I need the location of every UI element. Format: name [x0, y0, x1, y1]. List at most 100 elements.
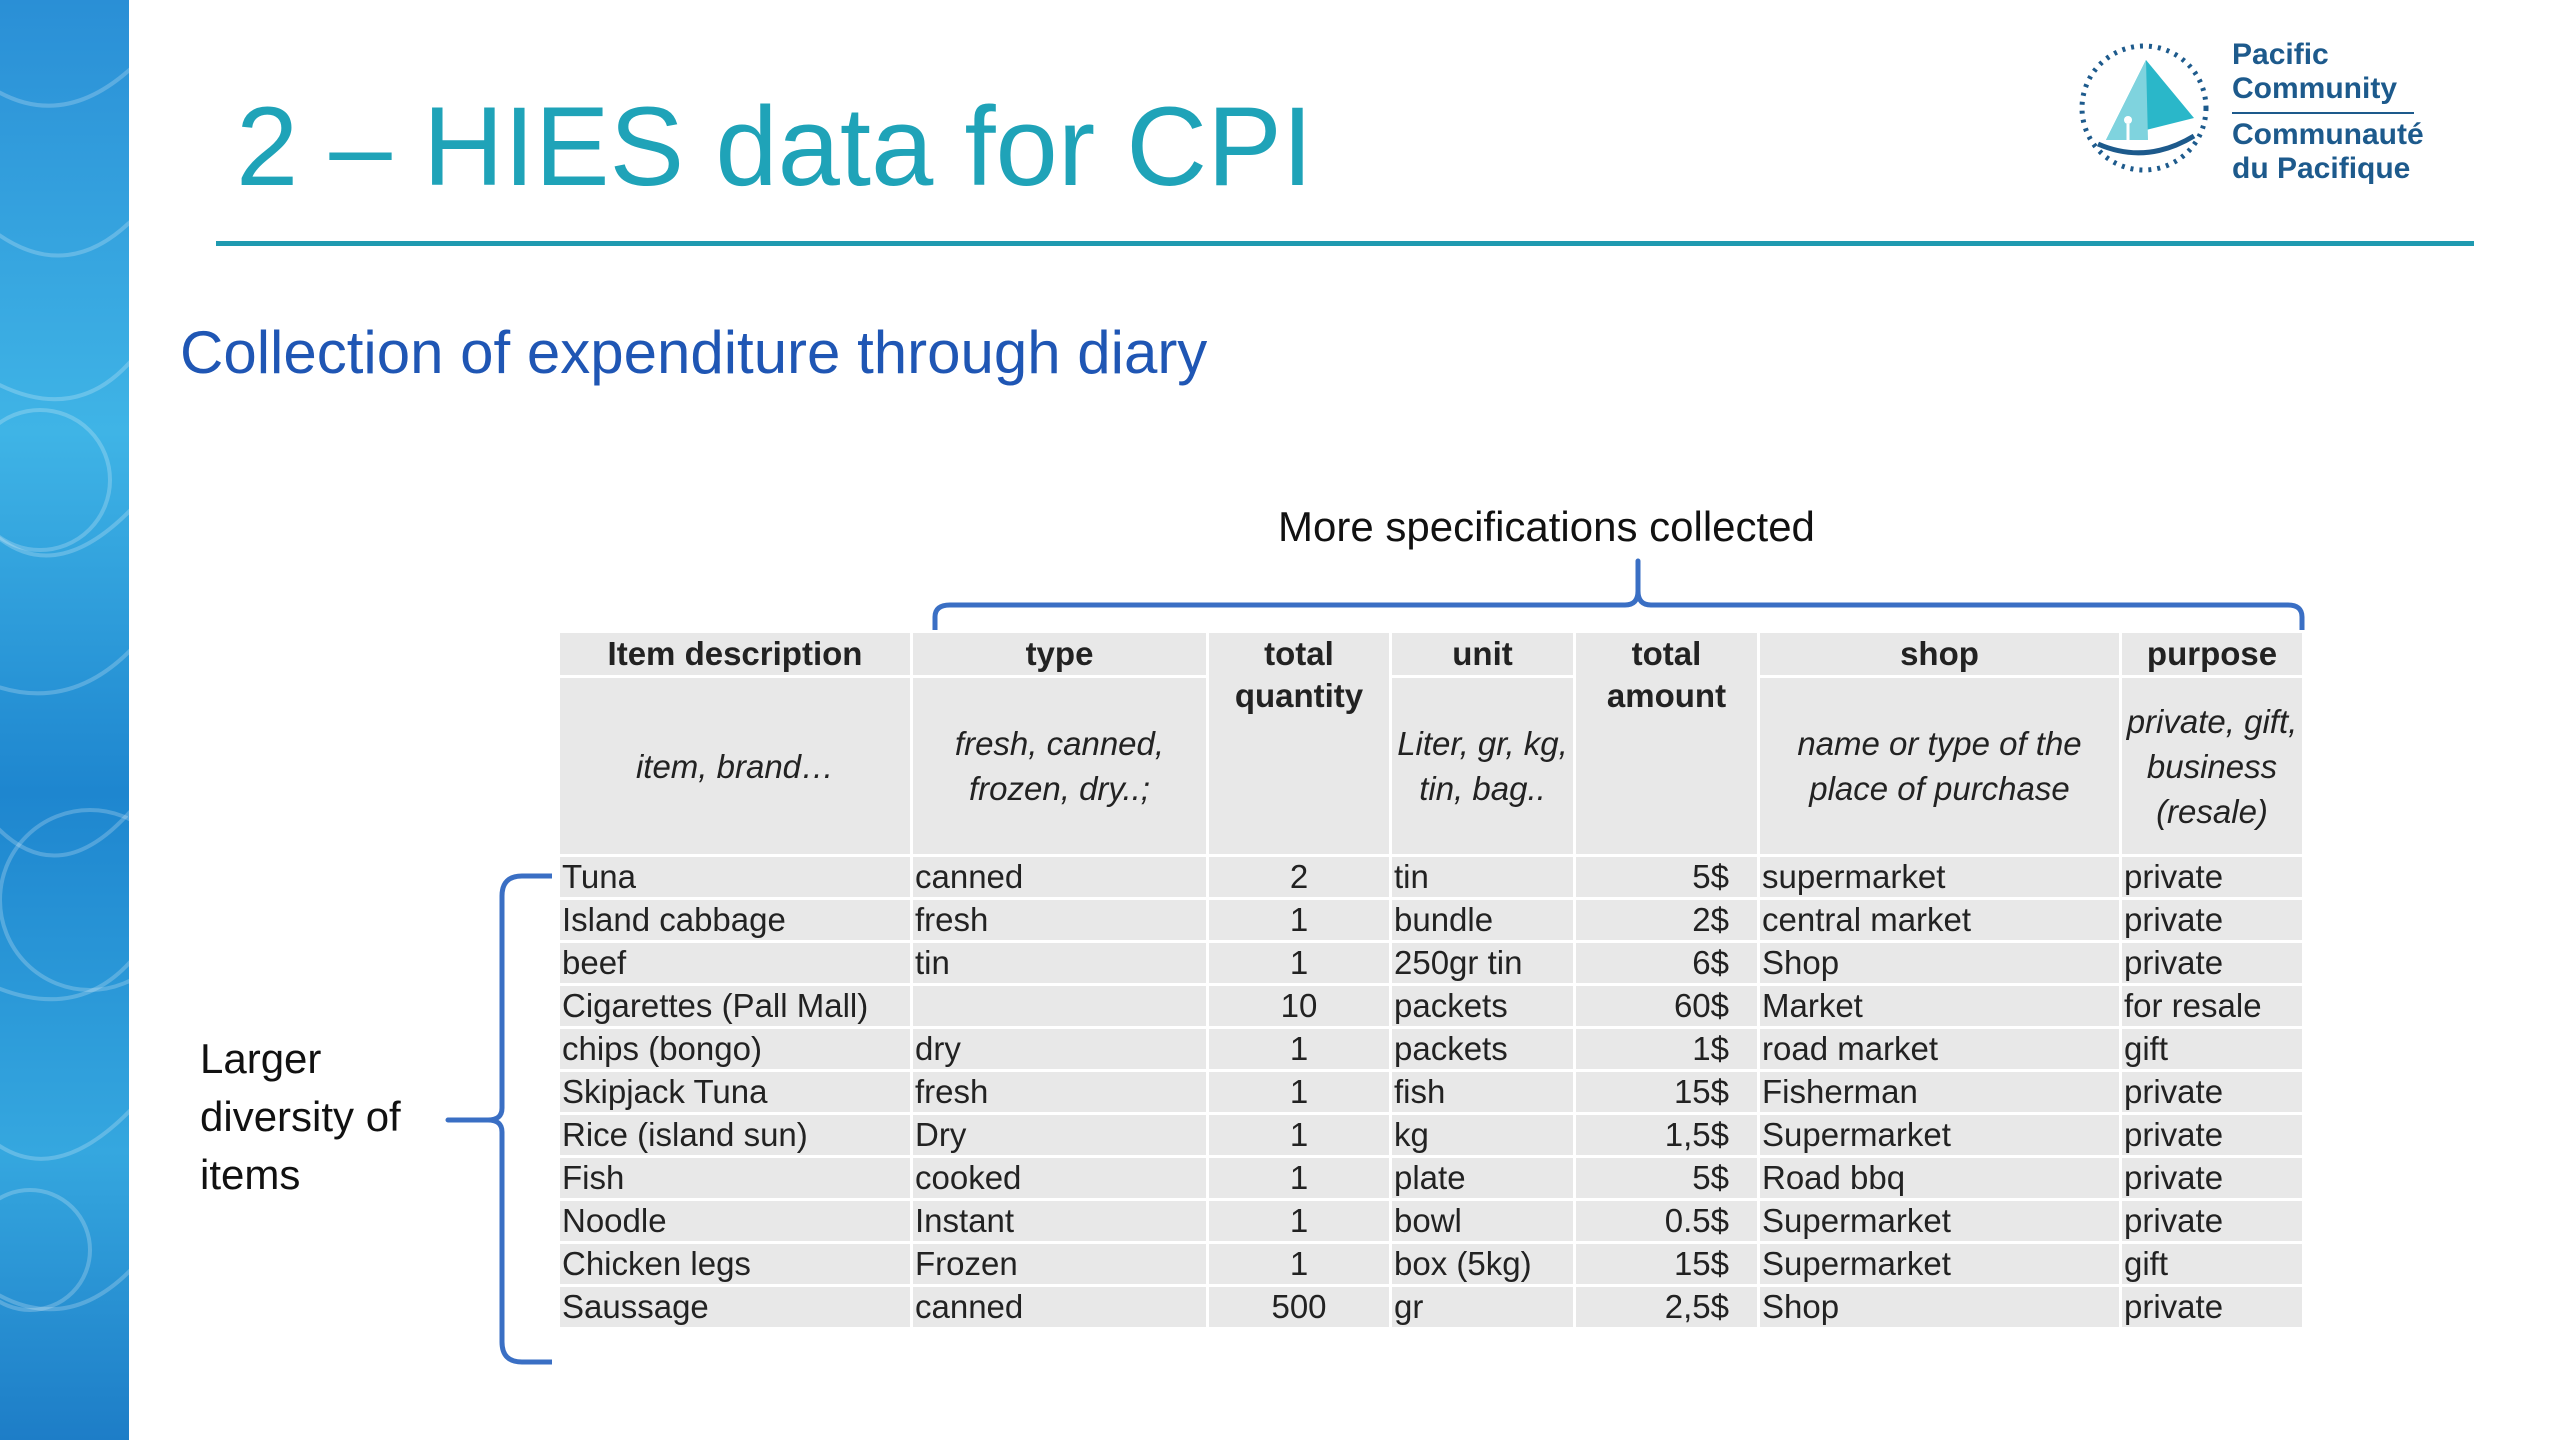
- cell-type: tin: [910, 940, 1209, 986]
- hint-type: fresh, canned, frozen, dry..;: [910, 675, 1209, 857]
- cell-amount: 2$: [1573, 897, 1760, 943]
- cell-purpose: private: [2119, 1069, 2305, 1115]
- cell-shop: Supermarket: [1757, 1112, 2122, 1158]
- table-row: Cigarettes (Pall Mall) 10 packets 60$ Market…: [557, 983, 2305, 1029]
- cell-amount: 15$: [1573, 1241, 1760, 1287]
- specifications-caption: More specifications collected: [1278, 503, 1815, 550]
- cell-unit: bowl: [1389, 1198, 1576, 1244]
- cell-shop: supermarket: [1757, 854, 2122, 900]
- cell-unit: 250gr tin: [1389, 940, 1576, 986]
- cell-shop: Supermarket: [1757, 1241, 2122, 1287]
- cell-purpose: gift: [2119, 1026, 2305, 1072]
- header-total-quantity: total quantity: [1206, 630, 1392, 857]
- cell-unit: kg: [1389, 1112, 1576, 1158]
- cell-quantity: 1: [1206, 1198, 1392, 1244]
- cell-amount: 6$: [1573, 940, 1760, 986]
- cell-type: Dry: [910, 1112, 1209, 1158]
- cell-quantity: 1: [1206, 897, 1392, 943]
- cell-shop: Fisherman: [1757, 1069, 2122, 1115]
- cell-item: chips (bongo): [557, 1026, 913, 1072]
- logo-text-line4: du Pacifique: [2232, 152, 2411, 185]
- cell-unit: gr: [1389, 1284, 1576, 1330]
- table-hint-row: item, brand… fresh, canned, frozen, dry.…: [557, 675, 2305, 857]
- table-row: beef tin 1 250gr tin 6$ Shop private: [557, 940, 2305, 986]
- cell-amount: 2,5$: [1573, 1284, 1760, 1330]
- cell-purpose: private: [2119, 897, 2305, 943]
- cell-item: Saussage: [557, 1284, 913, 1330]
- cell-amount: 1,5$: [1573, 1112, 1760, 1158]
- logo-text-line3: Communauté: [2232, 118, 2424, 151]
- table-row: Island cabbage fresh 1 bundle 2$ central mark…: [557, 897, 2305, 943]
- logo-separator: [2232, 112, 2414, 114]
- cell-shop: Supermarket: [1757, 1198, 2122, 1244]
- expenditure-diary-table: Item description type total quantity uni…: [557, 630, 2305, 1330]
- table-row: Saussage canned 500 gr 2,5$ Shop private: [557, 1284, 2305, 1330]
- header-item-description: Item description: [557, 630, 913, 678]
- cell-item: Island cabbage: [557, 897, 913, 943]
- slide-subtitle: Collection of expenditure through diary: [180, 319, 1208, 386]
- cell-purpose: private: [2119, 1198, 2305, 1244]
- cell-unit: packets: [1389, 983, 1576, 1029]
- cell-item: Fish: [557, 1155, 913, 1201]
- logo-text-line1: Pacific: [2232, 38, 2329, 71]
- cell-shop: Shop: [1757, 1284, 2122, 1330]
- cell-purpose: private: [2119, 854, 2305, 900]
- cell-shop: Market: [1757, 983, 2122, 1029]
- cell-amount: 60$: [1573, 983, 1760, 1029]
- table-body: Tuna canned 2 tin 5$ supermarket private Island…: [557, 854, 2305, 1330]
- hint-item-description: item, brand…: [557, 675, 913, 857]
- cell-quantity: 1: [1206, 1241, 1392, 1287]
- cell-unit: tin: [1389, 854, 1576, 900]
- top-brace: [932, 558, 2305, 660]
- cell-quantity: 1: [1206, 1112, 1392, 1158]
- decorative-side-band: [0, 0, 129, 1440]
- title-divider: [216, 241, 2474, 246]
- cell-type: fresh: [910, 897, 1209, 943]
- header-type: type: [910, 630, 1209, 678]
- table-header-row: Item description type total quantity uni…: [557, 630, 2305, 857]
- cell-type: cooked: [910, 1155, 1209, 1201]
- cell-unit: packets: [1389, 1026, 1576, 1072]
- logo-text-line2: Community: [2232, 72, 2397, 105]
- cell-type: fresh: [910, 1069, 1209, 1115]
- left-brace: [445, 873, 552, 1365]
- header-total-amount: total amount: [1573, 630, 1760, 857]
- table-row: Tuna canned 2 tin 5$ supermarket private: [557, 854, 2305, 900]
- cell-type: [910, 983, 1209, 1029]
- cell-quantity: 2: [1206, 854, 1392, 900]
- table-row: Chicken legs Frozen 1 box (5kg) 15$ Supermark…: [557, 1241, 2305, 1287]
- header-purpose: purpose: [2119, 630, 2305, 678]
- hint-purpose: private, gift, business (resale): [2119, 675, 2305, 857]
- hint-shop: name or type of the place of purchase: [1757, 675, 2122, 857]
- diversity-caption: Larger diversity of items: [200, 1035, 401, 1198]
- table-row: Fish cooked 1 plate 5$ Road bbq private: [557, 1155, 2305, 1201]
- cell-amount: 5$: [1573, 854, 1760, 900]
- cell-amount: 1$: [1573, 1026, 1760, 1072]
- cell-quantity: 1: [1206, 1069, 1392, 1115]
- cell-amount: 0.5$: [1573, 1198, 1760, 1244]
- cell-type: Instant: [910, 1198, 1209, 1244]
- cell-shop: road market: [1757, 1026, 2122, 1072]
- cell-quantity: 1: [1206, 1026, 1392, 1072]
- cell-purpose: private: [2119, 1112, 2305, 1158]
- cell-type: Frozen: [910, 1241, 1209, 1287]
- cell-type: dry: [910, 1026, 1209, 1072]
- cell-quantity: 1: [1206, 1155, 1392, 1201]
- cell-shop: Shop: [1757, 940, 2122, 986]
- cell-purpose: private: [2119, 1284, 2305, 1330]
- cell-purpose: private: [2119, 940, 2305, 986]
- cell-purpose: for resale: [2119, 983, 2305, 1029]
- cell-quantity: 1: [1206, 940, 1392, 986]
- cell-unit: bundle: [1389, 897, 1576, 943]
- cell-item: Cigarettes (Pall Mall): [557, 983, 913, 1029]
- cell-amount: 5$: [1573, 1155, 1760, 1201]
- cell-purpose: private: [2119, 1155, 2305, 1201]
- cell-type: canned: [910, 854, 1209, 900]
- cell-shop: Road bbq: [1757, 1155, 2122, 1201]
- table-row: chips (bongo) dry 1 packets 1$ road market gif…: [557, 1026, 2305, 1072]
- header-unit: unit: [1389, 630, 1576, 678]
- cell-shop: central market: [1757, 897, 2122, 943]
- hint-unit: Liter, gr, kg, tin, bag..: [1389, 675, 1576, 857]
- cell-quantity: 10: [1206, 983, 1392, 1029]
- cell-item: Skipjack Tuna: [557, 1069, 913, 1115]
